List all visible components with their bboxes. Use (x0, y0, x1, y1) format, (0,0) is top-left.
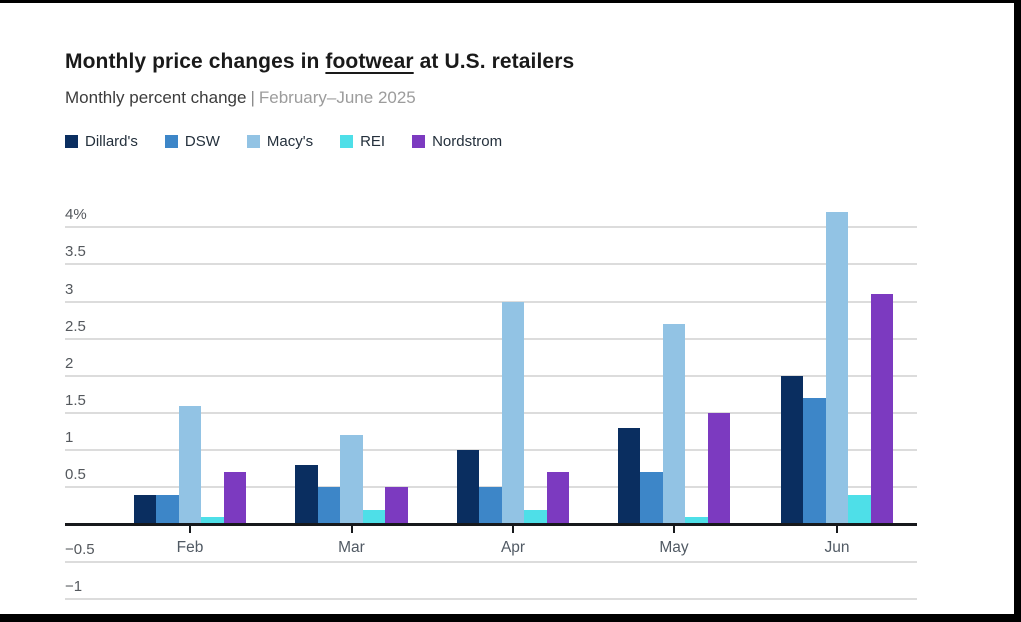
bar-dillards-jun (780, 375, 804, 525)
y-axis-label: −1 (65, 577, 83, 595)
legend-swatch-macys (246, 135, 260, 148)
subtitle-separator: | (250, 88, 255, 107)
y-axis-label: 4% (65, 206, 87, 224)
bar-macys-feb (178, 405, 202, 525)
gridline (65, 226, 917, 229)
legend-swatch-nordstrom (412, 135, 426, 148)
x-axis-tick (836, 526, 838, 533)
bar-rei-apr (524, 509, 547, 525)
legend-label: REI (360, 133, 386, 150)
subtitle-period: February–June 2025 (258, 88, 416, 107)
legend-swatch-dillards (65, 135, 78, 148)
legend-item-macys: Macy's (246, 133, 314, 150)
legend-swatch-rei (340, 135, 354, 148)
x-axis-tick (673, 526, 675, 533)
y-axis-label: 1.5 (65, 392, 86, 410)
legend: Dillard's DSW Macy's REI Nordstrom (65, 134, 502, 149)
legend-label: Macy's (266, 133, 314, 150)
gridline (65, 597, 917, 600)
gridline (65, 449, 917, 452)
bar-rei-mar (362, 509, 386, 525)
bar-rei-feb (201, 517, 224, 525)
bar-dsw-mar (317, 487, 341, 525)
title-prefix: Monthly price changes in (65, 50, 326, 73)
bar-dsw-apr (479, 487, 502, 525)
bar-dillards-may (617, 427, 641, 525)
legend-swatch-dsw (164, 135, 178, 148)
bar-dsw-feb (156, 494, 179, 525)
bar-rei-may (685, 517, 708, 525)
title-underlined-word: footwear (325, 50, 414, 73)
bar-dillards-apr (456, 450, 480, 525)
bar-dillards-feb (133, 494, 157, 525)
chart-subtitle: Monthly percent change | February–June 202… (65, 87, 416, 108)
legend-label: Dillard's (85, 133, 138, 150)
x-axis-tick (189, 526, 191, 533)
subtitle-description: Monthly percent change (65, 88, 247, 107)
bar-dsw-jun (803, 398, 826, 525)
bar-macys-mar (340, 435, 363, 525)
x-axis-tick (350, 526, 353, 533)
bar-dillards-mar (295, 465, 318, 525)
legend-label: Nordstrom (432, 133, 503, 150)
x-axis-label: Mar (338, 539, 365, 556)
x-axis-label: Apr (500, 539, 526, 556)
bar-nordstrom-apr (546, 472, 570, 525)
legend-item-dsw: DSW (164, 133, 220, 150)
x-axis-label: Jun (824, 539, 850, 556)
legend-item-nordstrom: Nordstrom (412, 134, 502, 149)
gridline (65, 300, 917, 303)
bar-nordstrom-feb (223, 472, 247, 525)
y-axis-label: 2 (65, 354, 74, 372)
legend-label: DSW (184, 133, 220, 150)
bar-nordstrom-jun (870, 294, 894, 525)
x-axis-line (65, 523, 917, 526)
y-axis-label: 0.5 (65, 466, 86, 484)
gridline (65, 263, 917, 266)
bar-macys-jun (825, 212, 849, 525)
y-axis-label: 3.5 (65, 243, 86, 261)
legend-item-dillards: Dillard's (65, 134, 138, 149)
bar-rei-jun (848, 494, 871, 525)
gridline (65, 337, 917, 340)
gridline (65, 560, 917, 563)
y-axis-label: −0.5 (65, 540, 95, 558)
chart-title: Monthly price changes in footwear at U.S… (65, 49, 574, 75)
bar-macys-may (662, 323, 686, 525)
y-axis-label: 1 (65, 429, 74, 447)
chart-canvas: Monthly price changes in footwear at U.S… (0, 3, 1014, 614)
y-axis-label: 2.5 (65, 317, 86, 335)
bar-macys-apr (501, 301, 525, 525)
x-axis-label: May (659, 539, 689, 556)
gridline (65, 374, 917, 377)
bar-nordstrom-may (707, 413, 731, 525)
bar-nordstrom-mar (385, 487, 408, 525)
y-axis-label: 3 (65, 280, 74, 298)
bar-dsw-may (640, 472, 663, 525)
legend-item-rei: REI (340, 134, 385, 149)
x-axis-tick (512, 526, 514, 533)
x-axis-label: Feb (176, 539, 204, 556)
gridline (65, 412, 917, 415)
title-suffix: at U.S. retailers (413, 50, 575, 73)
